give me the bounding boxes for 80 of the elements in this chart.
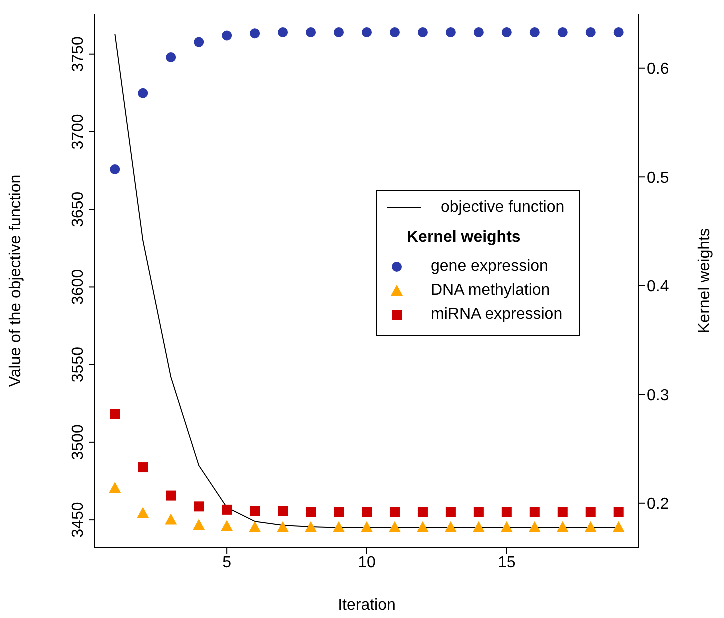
point [306, 27, 316, 38]
point [472, 521, 485, 532]
point [222, 504, 232, 515]
y2-tick-label: 0.4 [647, 278, 670, 296]
point [249, 521, 262, 532]
point [193, 519, 206, 530]
point [333, 521, 346, 532]
point [474, 27, 484, 38]
point [502, 507, 512, 518]
point [110, 164, 120, 175]
point [334, 27, 344, 38]
point [390, 27, 400, 38]
y2-tick-label: 0.6 [647, 61, 670, 78]
y-tick-label: 3600 [70, 269, 87, 306]
point [110, 409, 120, 420]
legend-label: objective function [441, 199, 565, 216]
point [362, 27, 372, 38]
y2-tick-label: 0.5 [647, 170, 670, 187]
legend-label: gene expression [430, 257, 550, 277]
y-tick-label: 3650 [70, 192, 87, 228]
point [418, 27, 428, 38]
point [250, 28, 260, 39]
point [416, 521, 429, 532]
y-tick-label: 3750 [70, 36, 87, 72]
point [502, 27, 512, 38]
point [446, 27, 456, 38]
point [221, 520, 234, 532]
point [558, 27, 568, 38]
legend-title: Kernel weights [407, 228, 522, 248]
point [137, 507, 150, 518]
point [558, 507, 568, 518]
point [166, 490, 176, 501]
point [278, 27, 288, 38]
point [138, 462, 148, 473]
point [530, 507, 540, 518]
point [278, 506, 288, 516]
y2-axis-title: Kernel weights [696, 228, 714, 334]
point [138, 88, 148, 98]
point [530, 27, 540, 38]
point [614, 27, 624, 38]
point [222, 30, 232, 41]
x-tick-label: 10 [358, 554, 376, 572]
point [306, 507, 316, 518]
point [390, 507, 400, 518]
y-tick-label: 3700 [70, 114, 87, 150]
y-tick-label: 3450 [70, 502, 87, 538]
x-tick-label: 15 [498, 554, 516, 572]
y-axis-title: Value of the objective function [8, 174, 25, 388]
point [305, 521, 318, 532]
point [474, 507, 484, 518]
point [584, 521, 597, 532]
point [528, 521, 541, 532]
point [388, 521, 401, 532]
point [586, 507, 596, 518]
point [109, 482, 122, 494]
y-tick-label: 3500 [70, 424, 87, 460]
point [362, 507, 372, 518]
point [194, 37, 204, 48]
point [334, 507, 344, 518]
point [586, 27, 596, 38]
point [166, 52, 176, 63]
y2-tick-label: 0.3 [647, 387, 670, 404]
point [612, 521, 625, 532]
legend-label: miRNA expression [430, 305, 564, 325]
point [418, 507, 428, 518]
point [361, 521, 373, 532]
point [277, 521, 290, 532]
y-tick-label: 3550 [70, 346, 87, 383]
point [444, 521, 457, 532]
x-axis-title: Iteration [338, 597, 396, 614]
y2-tick-label: 0.2 [647, 496, 670, 514]
point [165, 514, 178, 525]
point [446, 507, 456, 518]
point [194, 502, 204, 512]
point [250, 506, 260, 516]
legend-label: DNA methylation [430, 281, 552, 301]
point [556, 521, 569, 532]
point [614, 507, 624, 518]
point [500, 521, 513, 532]
x-tick-label: 5 [222, 554, 232, 572]
